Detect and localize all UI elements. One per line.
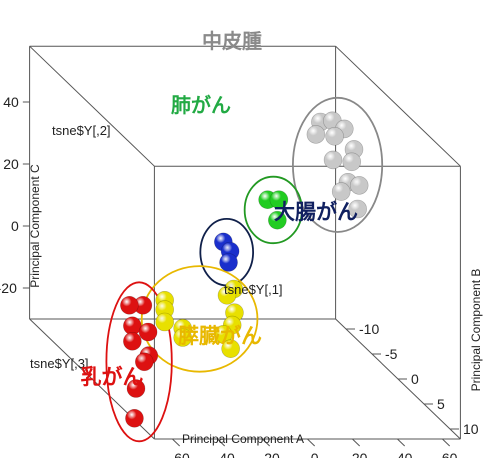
overlay-label-tsne-y3: tsne$Y[,3] [30, 356, 89, 371]
box-edge [335, 45, 461, 167]
x-tick-label: -40 [215, 450, 235, 458]
z-tick-label: 20 [3, 156, 19, 172]
x-tick-mark [307, 438, 316, 447]
z-tick-label: -20 [0, 280, 17, 296]
data-point [348, 199, 367, 219]
y-tick-label: -5 [385, 346, 398, 362]
data-point [217, 285, 237, 305]
overlay-label-tsne-y2: tsne$Y[,2] [52, 123, 111, 138]
label-breast-cancer: 乳がん [81, 365, 144, 389]
y-tick-label: -10 [359, 321, 379, 337]
x-tick-label: 20 [352, 450, 368, 458]
z-tick-label: 0 [11, 218, 19, 234]
y-tick-label: 5 [437, 396, 445, 412]
data-point [331, 182, 351, 201]
cluster-ellipse [140, 265, 259, 373]
x-tick-mark [397, 438, 406, 447]
data-point [325, 127, 344, 146]
y-axis-title: Principal Component B [469, 269, 483, 392]
data-point [120, 295, 139, 315]
data-point [306, 125, 326, 144]
x-tick-label: 60 [442, 450, 458, 458]
y-tick-label: 10 [463, 421, 479, 437]
z-tick-label: 40 [3, 94, 19, 110]
label-lung-cancer: 肺がん [171, 93, 231, 117]
overlay-label-tsne-y1: tsne$Y[,1] [224, 282, 283, 297]
label-pancreatic-cancer: 膵臓がん [178, 324, 262, 348]
data-points [120, 111, 369, 428]
x-tick-label: 0 [311, 450, 319, 458]
data-point [269, 190, 289, 209]
label-colorectal-cancer: 大腸がん [274, 200, 358, 224]
data-point [123, 331, 142, 351]
data-point [219, 253, 238, 272]
data-point [213, 325, 233, 344]
data-point [135, 352, 154, 372]
data-point [126, 379, 146, 398]
z-axis-title: Principal Component C [28, 164, 42, 288]
x-tick-mark [442, 438, 451, 447]
x-tick-label: 40 [397, 450, 413, 458]
axis-ticks: -60 -40 -20 0 20 40 60 -10 -5 0 5 10 0 20 40 -20 [0, 94, 479, 458]
data-point [138, 322, 158, 342]
data-point [342, 152, 362, 172]
data-point [155, 312, 174, 332]
data-point [125, 408, 144, 428]
x-tick-label: -20 [260, 450, 280, 458]
data-point [349, 176, 369, 195]
data-point [173, 328, 192, 347]
box-edge [29, 45, 155, 167]
data-point [268, 210, 287, 230]
cluster-ellipse [105, 281, 173, 443]
x-tick-label: -60 [170, 450, 190, 458]
x-axis-title: Principal Component A [182, 432, 304, 446]
cluster-ellipses [105, 96, 384, 443]
y-tick-label: 0 [411, 371, 419, 387]
x-tick-mark [172, 438, 181, 447]
data-point [221, 339, 240, 359]
x-tick-mark [262, 438, 271, 447]
cluster-ellipse [291, 96, 384, 233]
cluster-ellipse [243, 175, 303, 245]
data-point [323, 150, 343, 170]
label-mesothelioma: 中皮腫 [202, 29, 262, 53]
x-tick-mark [217, 438, 226, 447]
x-tick-mark [352, 438, 361, 447]
